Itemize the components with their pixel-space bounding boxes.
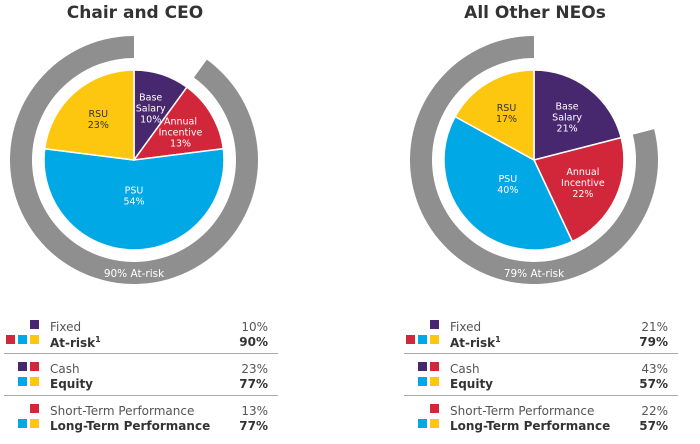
legend-value: 43% bbox=[641, 362, 668, 376]
pie-slice-base-salary bbox=[533, 69, 623, 161]
legend-label: Fixed bbox=[50, 320, 82, 334]
cash-swatch-purple bbox=[18, 362, 27, 371]
legend-row-performance: Short-Term Performance 13% Long-Term Perf… bbox=[0, 402, 290, 444]
legend-label: Cash bbox=[50, 362, 80, 376]
legend-row-cash-equity: Cash 43% Equity 57% bbox=[400, 360, 690, 402]
legend-value: 79% bbox=[639, 335, 668, 349]
cash-swatch-red bbox=[430, 362, 439, 371]
legend-value: 22% bbox=[641, 404, 668, 418]
legend-value: 10% bbox=[241, 320, 268, 334]
ceo-pie-chart: 90% At-risk Base Salary 10% Annual Incentive 1… bbox=[10, 36, 259, 284]
at-risk-swatch-red bbox=[6, 335, 15, 344]
legend-value: 57% bbox=[639, 377, 668, 391]
fixed-swatch bbox=[430, 320, 439, 329]
at-risk-swatch-blue bbox=[418, 335, 427, 344]
long-term-swatch-yellow bbox=[30, 419, 39, 428]
pie-slice-psu bbox=[443, 115, 574, 251]
pie-slice-rsu bbox=[454, 69, 535, 162]
legend-value: 77% bbox=[239, 419, 268, 433]
legend-value: 90% bbox=[239, 335, 268, 349]
pie-slice-annual-incentive bbox=[532, 136, 625, 243]
chart-title: All Other NEOs bbox=[464, 3, 606, 23]
neos-legend: Fixed 21% At-risk1 79% Cash 43% Equity 57% S… bbox=[400, 318, 690, 444]
equity-swatch-yellow bbox=[30, 377, 39, 386]
ceo-panel: Chair and CEO 90% At-risk Base Salary 10% An… bbox=[0, 0, 300, 436]
cash-swatch-red bbox=[30, 362, 39, 371]
legend-value: 57% bbox=[639, 419, 668, 433]
divider bbox=[4, 353, 278, 354]
legend-label: At-risk bbox=[450, 336, 496, 350]
legend-label: Fixed bbox=[450, 320, 482, 334]
at-risk-swatch-yellow bbox=[30, 335, 39, 344]
divider bbox=[404, 395, 678, 396]
chart-title: Chair and CEO bbox=[66, 3, 204, 23]
legend-value: 23% bbox=[241, 362, 268, 376]
ceo-legend: Fixed 10% At-risk1 90% Cash 23% Equity 77% S… bbox=[0, 318, 290, 444]
divider bbox=[4, 395, 278, 396]
slice-label-rsu: RSU 17% bbox=[496, 103, 517, 125]
legend-label: Long-Term Performance bbox=[50, 419, 211, 433]
at-risk-swatch-yellow bbox=[430, 335, 439, 344]
legend-label: Equity bbox=[450, 377, 494, 391]
legend-row-fixed-at-risk: Fixed 21% At-risk1 79% bbox=[400, 318, 690, 360]
legend-row-performance: Short-Term Performance 22% Long-Term Perf… bbox=[400, 402, 690, 444]
long-term-swatch-blue bbox=[18, 419, 27, 428]
legend-row-fixed-at-risk: Fixed 10% At-risk1 90% bbox=[0, 318, 290, 360]
at-risk-swatch-blue bbox=[18, 335, 27, 344]
neos-pie-chart: 79% At-risk Base Salary 21% Annual Incentive 2… bbox=[409, 36, 658, 284]
cash-swatch-purple bbox=[418, 362, 427, 371]
fixed-swatch bbox=[30, 320, 39, 329]
ring-label: 79% At-risk bbox=[504, 268, 565, 280]
slice-label-rsu: RSU 23% bbox=[88, 109, 109, 131]
legend-label: Cash bbox=[450, 362, 480, 376]
slice-label-psu: PSU 54% bbox=[123, 186, 144, 208]
neos-panel: All Other NEOs 79% At-risk Base Salary 21% A… bbox=[400, 0, 700, 436]
equity-swatch-yellow bbox=[430, 377, 439, 386]
equity-swatch-blue bbox=[418, 377, 427, 386]
equity-swatch-blue bbox=[18, 377, 27, 386]
legend-value: 13% bbox=[241, 404, 268, 418]
slice-label-psu: PSU 40% bbox=[497, 174, 518, 196]
legend-row-cash-equity: Cash 23% Equity 77% bbox=[0, 360, 290, 402]
pie-slice-rsu bbox=[43, 69, 135, 161]
slice-label-base-salary: Base Salary 10% bbox=[136, 93, 166, 126]
slice-label-annual-incentive: Annual Incentive 13% bbox=[159, 117, 203, 150]
legend-label: Short-Term Performance bbox=[450, 404, 595, 418]
short-term-swatch bbox=[30, 404, 39, 413]
legend-label: Long-Term Performance bbox=[450, 419, 611, 433]
footnote-marker: 1 bbox=[95, 335, 101, 344]
legend-value: 77% bbox=[239, 377, 268, 391]
ring-label: 90% At-risk bbox=[104, 268, 165, 280]
footnote-marker: 1 bbox=[495, 335, 501, 344]
short-term-swatch bbox=[430, 404, 439, 413]
legend-label: Short-Term Performance bbox=[50, 404, 195, 418]
divider bbox=[404, 353, 678, 354]
legend-value: 21% bbox=[641, 320, 668, 334]
slice-label-annual-incentive: Annual Incentive 22% bbox=[561, 167, 605, 200]
long-term-swatch-yellow bbox=[430, 419, 439, 428]
long-term-swatch-blue bbox=[418, 419, 427, 428]
slice-label-base-salary: Base Salary 21% bbox=[552, 101, 582, 134]
at-risk-swatch-red bbox=[406, 335, 415, 344]
pie-slice-annual-incentive bbox=[132, 86, 225, 161]
legend-label: At-risk bbox=[50, 336, 96, 350]
legend-label: Equity bbox=[50, 377, 94, 391]
pie-slice-psu bbox=[43, 147, 225, 251]
